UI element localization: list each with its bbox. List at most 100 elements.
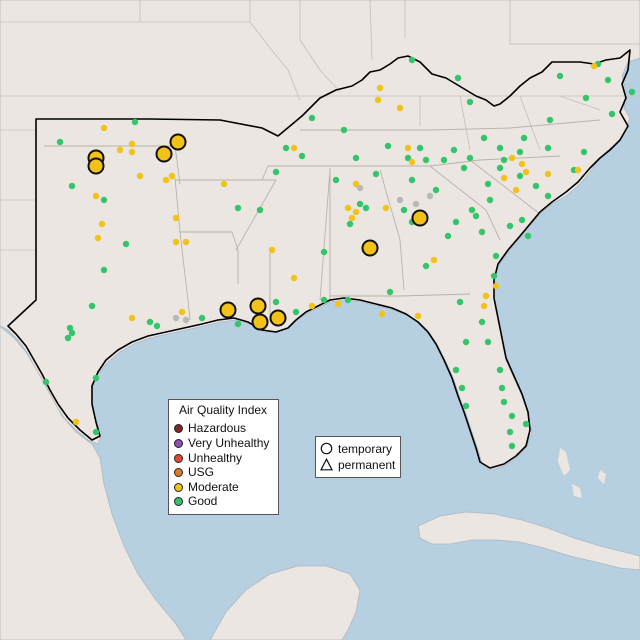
good-monitor-dot[interactable] [604, 76, 612, 84]
good-monitor-dot[interactable] [386, 288, 394, 296]
no-data-monitor-dot[interactable] [172, 314, 180, 322]
moderate-monitor-dot[interactable] [98, 220, 106, 228]
good-monitor-dot[interactable] [88, 302, 96, 310]
moderate-monitor-dot[interactable] [290, 144, 298, 152]
good-monitor-dot[interactable] [468, 206, 476, 214]
good-monitor-dot[interactable] [440, 156, 448, 164]
good-monitor-dot[interactable] [320, 248, 328, 256]
good-monitor-dot[interactable] [546, 116, 554, 124]
good-monitor-dot[interactable] [498, 384, 506, 392]
good-monitor-dot[interactable] [466, 154, 474, 162]
moderate-monitor-dot[interactable] [168, 172, 176, 180]
good-monitor-dot[interactable] [432, 186, 440, 194]
good-monitor-dot[interactable] [153, 322, 161, 330]
moderate-monitor-dot[interactable] [268, 246, 276, 254]
good-monitor-dot[interactable] [352, 154, 360, 162]
good-monitor-dot[interactable] [516, 172, 524, 180]
good-monitor-dot[interactable] [544, 192, 552, 200]
moderate-monitor-dot[interactable] [378, 310, 386, 318]
moderate-monitor-dot[interactable] [382, 204, 390, 212]
good-monitor-dot[interactable] [68, 329, 76, 337]
temporary-monitor-moderate[interactable] [251, 313, 269, 331]
good-monitor-dot[interactable] [452, 366, 460, 374]
moderate-monitor-dot[interactable] [344, 204, 352, 212]
good-monitor-dot[interactable] [506, 428, 514, 436]
moderate-monitor-dot[interactable] [430, 256, 438, 264]
good-monitor-dot[interactable] [356, 200, 364, 208]
moderate-monitor-dot[interactable] [94, 234, 102, 242]
moderate-monitor-dot[interactable] [220, 180, 228, 188]
good-monitor-dot[interactable] [490, 272, 498, 280]
good-monitor-dot[interactable] [496, 366, 504, 374]
moderate-monitor-dot[interactable] [522, 168, 530, 176]
moderate-monitor-dot[interactable] [128, 314, 136, 322]
good-monitor-dot[interactable] [532, 182, 540, 190]
good-monitor-dot[interactable] [56, 138, 64, 146]
good-monitor-dot[interactable] [472, 212, 480, 220]
good-monitor-dot[interactable] [346, 220, 354, 228]
no-data-monitor-dot[interactable] [412, 200, 420, 208]
moderate-monitor-dot[interactable] [72, 418, 80, 426]
good-monitor-dot[interactable] [282, 144, 290, 152]
good-monitor-dot[interactable] [444, 232, 452, 240]
temporary-monitor-moderate[interactable] [169, 133, 187, 151]
moderate-monitor-dot[interactable] [290, 274, 298, 282]
moderate-monitor-dot[interactable] [136, 172, 144, 180]
good-monitor-dot[interactable] [256, 206, 264, 214]
good-monitor-dot[interactable] [100, 266, 108, 274]
temporary-monitor-moderate[interactable] [249, 297, 267, 315]
good-monitor-dot[interactable] [234, 204, 242, 212]
good-monitor-dot[interactable] [544, 144, 552, 152]
moderate-monitor-dot[interactable] [128, 148, 136, 156]
good-monitor-dot[interactable] [516, 148, 524, 156]
moderate-monitor-dot[interactable] [590, 62, 598, 70]
good-monitor-dot[interactable] [608, 110, 616, 118]
good-monitor-dot[interactable] [458, 384, 466, 392]
good-monitor-dot[interactable] [122, 240, 130, 248]
good-monitor-dot[interactable] [272, 168, 280, 176]
good-monitor-dot[interactable] [298, 152, 306, 160]
good-monitor-dot[interactable] [362, 204, 370, 212]
good-monitor-dot[interactable] [384, 142, 392, 150]
moderate-monitor-dot[interactable] [500, 174, 508, 182]
good-monitor-dot[interactable] [454, 74, 462, 82]
temporary-monitor-moderate[interactable] [219, 301, 237, 319]
moderate-monitor-dot[interactable] [308, 302, 316, 310]
good-monitor-dot[interactable] [422, 156, 430, 164]
moderate-monitor-dot[interactable] [396, 104, 404, 112]
good-monitor-dot[interactable] [478, 318, 486, 326]
moderate-monitor-dot[interactable] [348, 214, 356, 222]
good-monitor-dot[interactable] [308, 114, 316, 122]
temporary-monitor-moderate[interactable] [411, 209, 429, 227]
moderate-monitor-dot[interactable] [414, 312, 422, 320]
moderate-monitor-dot[interactable] [482, 292, 490, 300]
good-monitor-dot[interactable] [462, 402, 470, 410]
good-monitor-dot[interactable] [422, 262, 430, 270]
good-monitor-dot[interactable] [478, 228, 486, 236]
good-monitor-dot[interactable] [42, 378, 50, 386]
moderate-monitor-dot[interactable] [508, 154, 516, 162]
good-monitor-dot[interactable] [400, 206, 408, 214]
moderate-monitor-dot[interactable] [492, 282, 500, 290]
moderate-monitor-dot[interactable] [100, 124, 108, 132]
good-monitor-dot[interactable] [292, 308, 300, 316]
good-monitor-dot[interactable] [508, 442, 516, 450]
good-monitor-dot[interactable] [344, 296, 352, 304]
good-monitor-dot[interactable] [198, 314, 206, 322]
good-monitor-dot[interactable] [486, 196, 494, 204]
good-monitor-dot[interactable] [66, 324, 74, 332]
good-monitor-dot[interactable] [272, 298, 280, 306]
temporary-monitor-moderate[interactable] [87, 157, 105, 175]
moderate-monitor-dot[interactable] [162, 176, 170, 184]
good-monitor-dot[interactable] [466, 98, 474, 106]
moderate-monitor-dot[interactable] [574, 166, 582, 174]
moderate-monitor-dot[interactable] [408, 158, 416, 166]
moderate-monitor-dot[interactable] [92, 192, 100, 200]
good-monitor-dot[interactable] [234, 320, 242, 328]
moderate-monitor-dot[interactable] [334, 300, 342, 308]
moderate-monitor-dot[interactable] [404, 144, 412, 152]
moderate-monitor-dot[interactable] [480, 302, 488, 310]
moderate-monitor-dot[interactable] [544, 170, 552, 178]
good-monitor-dot[interactable] [456, 298, 464, 306]
